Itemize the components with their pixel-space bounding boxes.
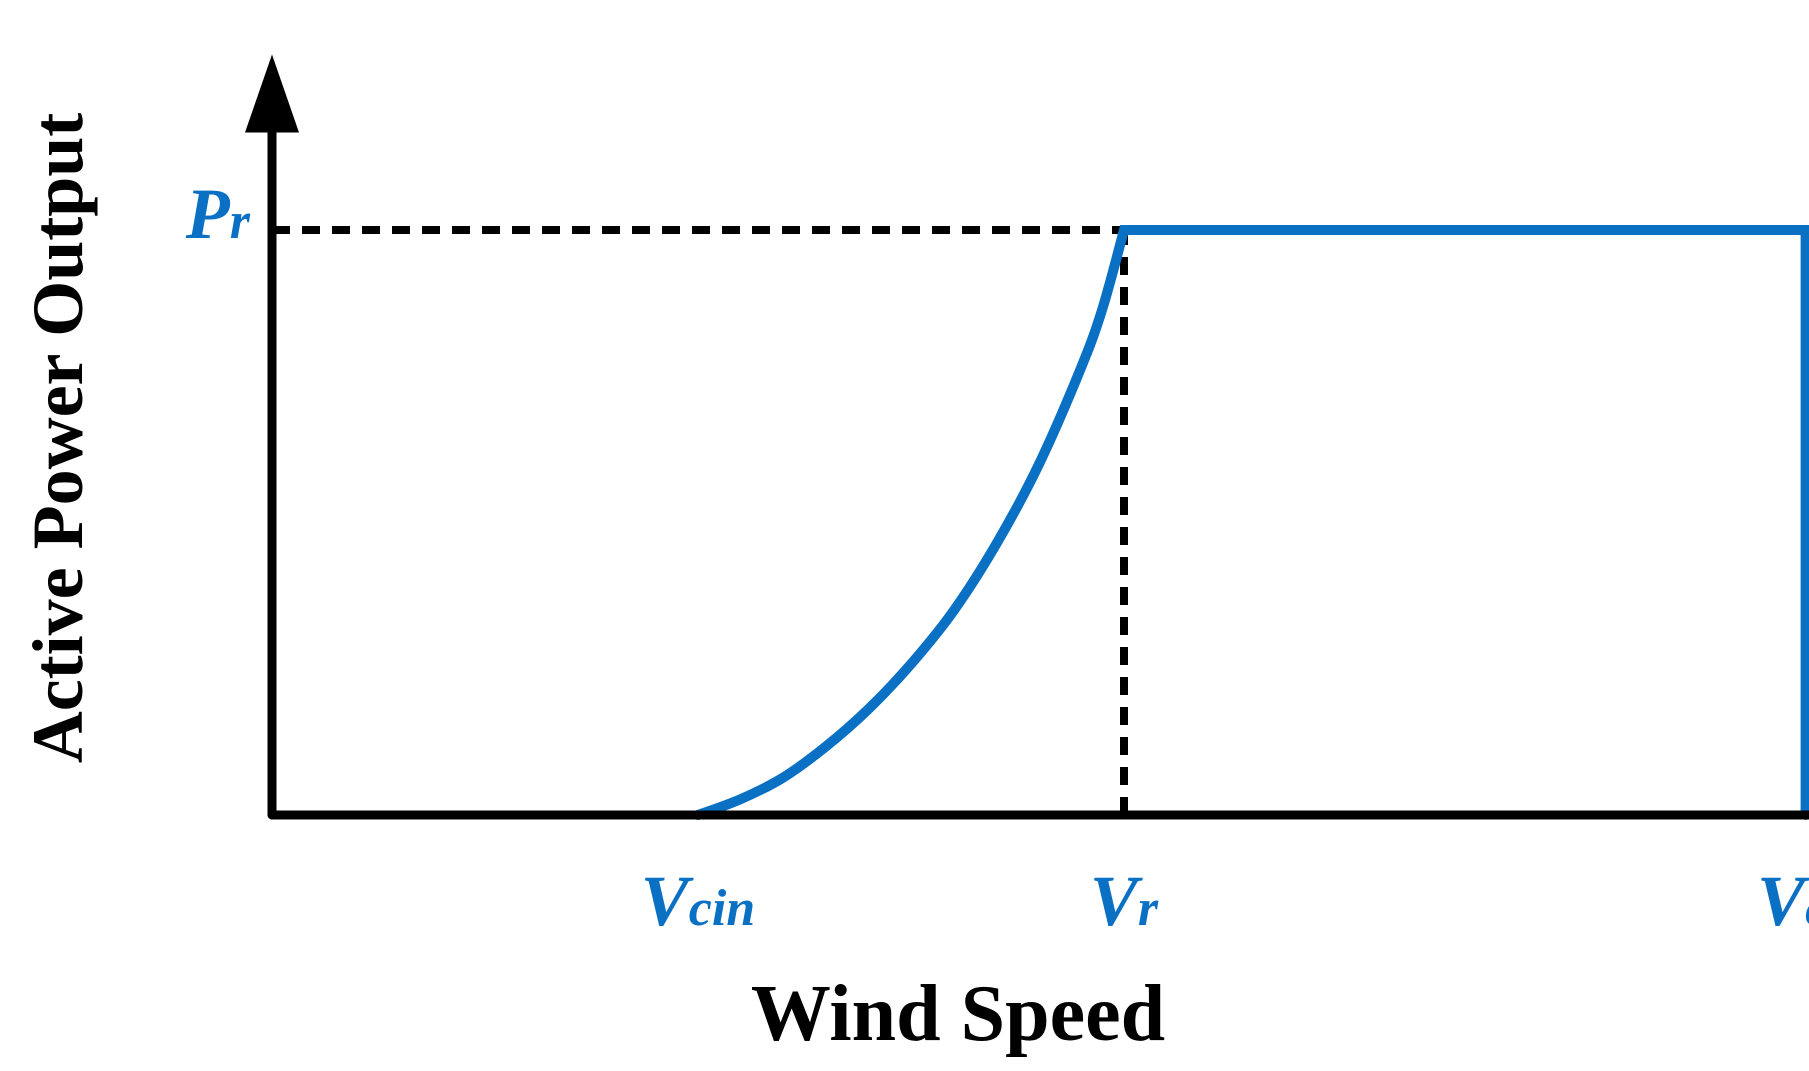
y-axis-title: Active Power Output (18, 113, 98, 764)
tick-labels: Vcin Vr Vco Pr (185, 174, 1809, 941)
x-tick-label-Vco: Vco (1757, 861, 1809, 941)
x-tick-label-Vr: Vr (1090, 861, 1159, 941)
power-curve-layer (693, 225, 1809, 820)
reference-lines (272, 226, 1128, 815)
x-tick-label-Vcin: Vcin (641, 861, 755, 941)
power-curve-line (693, 225, 1809, 820)
axes (245, 54, 1809, 820)
x-axis-title: Wind Speed (751, 970, 1165, 1058)
y-axis-arrowhead (245, 54, 299, 133)
y-tick-label-Pr: Pr (185, 174, 251, 254)
